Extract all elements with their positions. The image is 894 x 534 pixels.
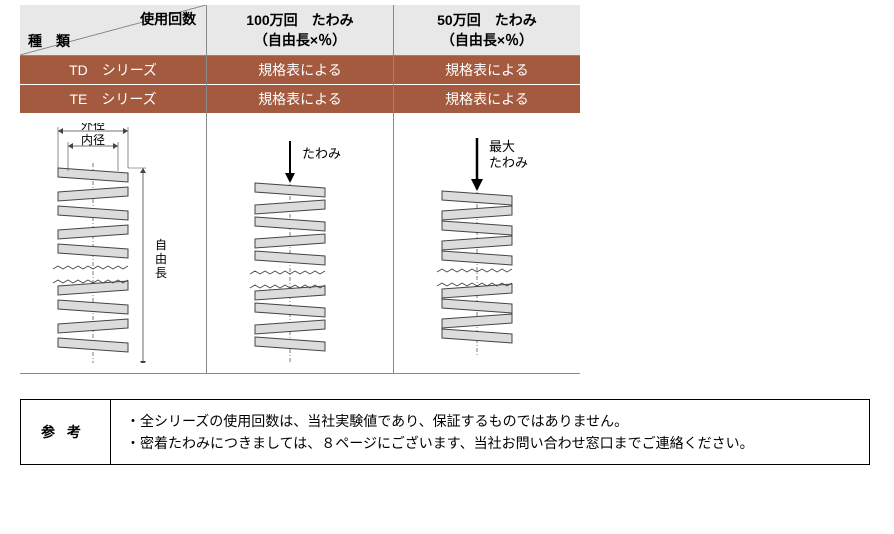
row-label: TD シリーズ (20, 55, 207, 84)
spec-table: 使用回数 種 類 100万回 たわみ （自由長×％） 50万回 たわみ （自由長… (20, 5, 580, 374)
header-col2-line1: 100万回 たわみ (215, 10, 385, 30)
svg-text:自: 自 (155, 238, 167, 252)
reference-label: 参 考 (21, 400, 111, 465)
svg-text:由: 由 (155, 252, 167, 266)
diagonal-header: 使用回数 種 類 (20, 5, 207, 55)
diagram-cell-1: 外径内径自由長 (20, 113, 207, 374)
header-type: 種 類 (28, 31, 70, 51)
spring-deflection-diagram: たわみ (220, 123, 380, 363)
row-col2: 規格表による (207, 55, 394, 84)
spring-free-length-diagram: 外径内径自由長 (33, 123, 193, 363)
diagram-cell-2: たわみ (207, 113, 394, 374)
svg-text:外径: 外径 (81, 123, 105, 132)
table-row: TD シリーズ 規格表による 規格表による (20, 55, 580, 84)
header-col2: 100万回 たわみ （自由長×％） (207, 5, 394, 55)
header-usage-count: 使用回数 (140, 9, 196, 29)
table-row: TE シリーズ 規格表による 規格表による (20, 84, 580, 113)
diagram-cell-3: 最大たわみ (393, 113, 580, 374)
reference-line1: ・全シリーズの使用回数は、当社実験値であり、保証するものではありません。 (126, 410, 754, 432)
svg-text:長: 長 (155, 266, 167, 280)
header-col3-line2: （自由長×％） (402, 30, 572, 50)
row-label: TE シリーズ (20, 84, 207, 113)
row-col3: 規格表による (393, 55, 580, 84)
reference-line2: ・密着たわみにつきましては、８ページにございます、当社お問い合わせ窓口までご連絡… (126, 432, 754, 454)
header-col2-line2: （自由長×％） (215, 30, 385, 50)
svg-text:最大: 最大 (489, 139, 515, 154)
header-col3-line1: 50万回 たわみ (402, 10, 572, 30)
svg-text:内径: 内径 (81, 133, 105, 147)
row-col2: 規格表による (207, 84, 394, 113)
svg-text:たわみ: たわみ (489, 155, 528, 170)
svg-text:たわみ: たわみ (302, 146, 341, 161)
table-header-row: 使用回数 種 類 100万回 たわみ （自由長×％） 50万回 たわみ （自由長… (20, 5, 580, 55)
reference-content: ・全シリーズの使用回数は、当社実験値であり、保証するものではありません。 ・密着… (111, 400, 769, 465)
header-col3: 50万回 たわみ （自由長×％） (393, 5, 580, 55)
row-col3: 規格表による (393, 84, 580, 113)
spring-max-deflection-diagram: 最大たわみ (407, 123, 567, 363)
reference-box: 参 考 ・全シリーズの使用回数は、当社実験値であり、保証するものではありません。… (20, 399, 870, 466)
diagram-row: 外径内径自由長 たわみ 最大たわみ (20, 113, 580, 374)
